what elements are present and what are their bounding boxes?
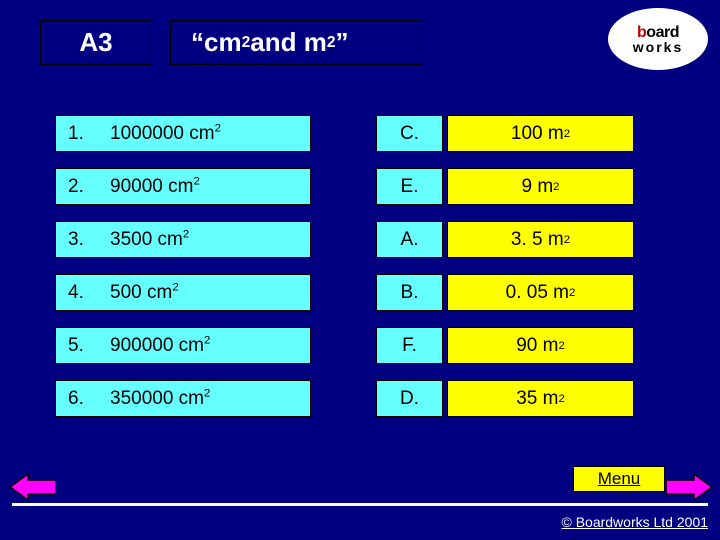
question-code: A3 xyxy=(40,20,152,65)
question-value: 90000 cm2 xyxy=(110,176,298,198)
next-arrow[interactable] xyxy=(666,474,712,500)
answer-letter[interactable]: D. xyxy=(376,380,443,417)
answer-letter[interactable]: B. xyxy=(376,274,443,311)
logo-line2: works xyxy=(633,39,683,55)
answer-pair: D.35 m2 xyxy=(376,380,634,417)
question-value: 900000 cm2 xyxy=(110,335,298,357)
match-row: 3. 3500 cm2 A.3. 5 m2 xyxy=(55,221,634,258)
menu-button[interactable]: Menu xyxy=(573,466,665,492)
answer-letter[interactable]: F. xyxy=(376,327,443,364)
question-number: 5. xyxy=(68,335,94,357)
question-cell[interactable]: 4. 500 cm2 xyxy=(55,274,311,311)
question-value: 3500 cm2 xyxy=(110,229,298,251)
answer-letter[interactable]: E. xyxy=(376,168,443,205)
arrow-right-icon xyxy=(666,474,712,500)
answer-value[interactable]: 9 m2 xyxy=(447,168,634,205)
question-title: “cm2 and m2” xyxy=(170,20,422,65)
match-row: 4. 500 cm2 B.0. 05 m2 xyxy=(55,274,634,311)
answer-pair: C.100 m2 xyxy=(376,115,634,152)
question-cell[interactable]: 5. 900000 cm2 xyxy=(55,327,311,364)
match-row: 5. 900000 cm2 F.90 m2 xyxy=(55,327,634,364)
answer-pair: A.3. 5 m2 xyxy=(376,221,634,258)
question-number: 4. xyxy=(68,282,94,304)
question-cell[interactable]: 3. 3500 cm2 xyxy=(55,221,311,258)
answer-value[interactable]: 100 m2 xyxy=(447,115,634,152)
answer-value[interactable]: 90 m2 xyxy=(447,327,634,364)
prev-arrow[interactable] xyxy=(10,474,56,500)
match-row: 6. 350000 cm2 D.35 m2 xyxy=(55,380,634,417)
question-number: 3. xyxy=(68,229,94,251)
question-number: 1. xyxy=(68,123,94,145)
question-cell[interactable]: 2. 90000 cm2 xyxy=(55,168,311,205)
question-value: 1000000 cm2 xyxy=(110,123,298,145)
boardworks-logo: board works xyxy=(608,8,708,70)
copyright-text: © Boardworks Ltd 2001 xyxy=(561,514,708,530)
match-row: 1. 1000000 cm2 C.100 m2 xyxy=(55,115,634,152)
answer-letter[interactable]: C. xyxy=(376,115,443,152)
match-grid: 1. 1000000 cm2 C.100 m2 2. 90000 cm2 E.9 m2 3.… xyxy=(55,115,634,417)
question-cell[interactable]: 1. 1000000 cm2 xyxy=(55,115,311,152)
question-value: 500 cm2 xyxy=(110,282,298,304)
question-value: 350000 cm2 xyxy=(110,388,298,410)
question-cell[interactable]: 6. 350000 cm2 xyxy=(55,380,311,417)
answer-pair: F.90 m2 xyxy=(376,327,634,364)
answer-value[interactable]: 0. 05 m2 xyxy=(447,274,634,311)
answer-value[interactable]: 3. 5 m2 xyxy=(447,221,634,258)
answer-value[interactable]: 35 m2 xyxy=(447,380,634,417)
question-number: 6. xyxy=(68,388,94,410)
answer-letter[interactable]: A. xyxy=(376,221,443,258)
arrow-left-icon xyxy=(10,474,56,500)
answer-pair: E.9 m2 xyxy=(376,168,634,205)
answer-pair: B.0. 05 m2 xyxy=(376,274,634,311)
match-row: 2. 90000 cm2 E.9 m2 xyxy=(55,168,634,205)
footer-divider xyxy=(12,503,708,506)
header: A3 “cm2 and m2” xyxy=(40,20,422,65)
question-number: 2. xyxy=(68,176,94,198)
